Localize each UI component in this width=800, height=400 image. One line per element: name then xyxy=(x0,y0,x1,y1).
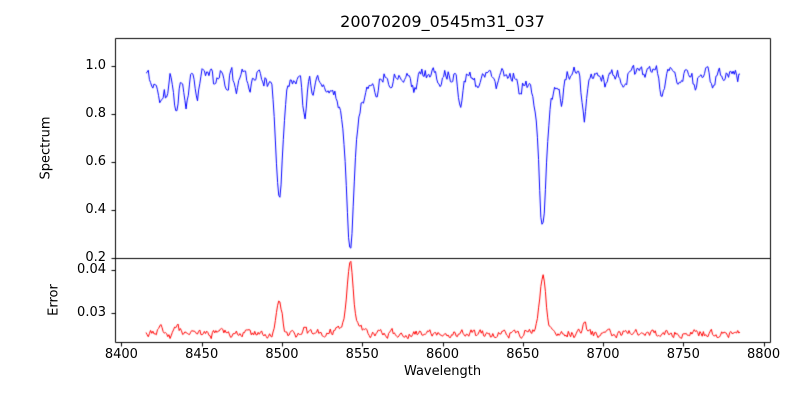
x-tick-label: 8550 xyxy=(345,347,379,362)
x-tick-label: 8500 xyxy=(265,347,299,362)
x-tick-label: 8700 xyxy=(586,347,620,362)
y-tick-label-spectrum: 0.2 xyxy=(85,250,106,265)
x-tick-label: 8450 xyxy=(185,347,219,362)
y-tick-label-error: 0.03 xyxy=(77,305,106,321)
y-tick-label-spectrum: 1.0 xyxy=(85,57,106,73)
y-tick-label-spectrum: 0.6 xyxy=(85,153,106,169)
x-tick-label: 8800 xyxy=(747,347,781,362)
plot-title: 20070209_0545m31_037 xyxy=(340,12,545,31)
y-tick-label-spectrum: 0.8 xyxy=(85,105,106,121)
y-tick-label-spectrum: 0.4 xyxy=(85,201,106,217)
y-axis-label-spectrum: Spectrum xyxy=(38,116,54,180)
x-tick-label: 8600 xyxy=(425,347,460,362)
x-tick-label: 8750 xyxy=(666,347,700,362)
y-tick-label-error: 0.04 xyxy=(77,262,106,278)
x-tick-label: 8400 xyxy=(104,347,138,362)
x-tick-label: 8650 xyxy=(506,347,540,362)
x-axis-label: Wavelength xyxy=(403,364,482,379)
